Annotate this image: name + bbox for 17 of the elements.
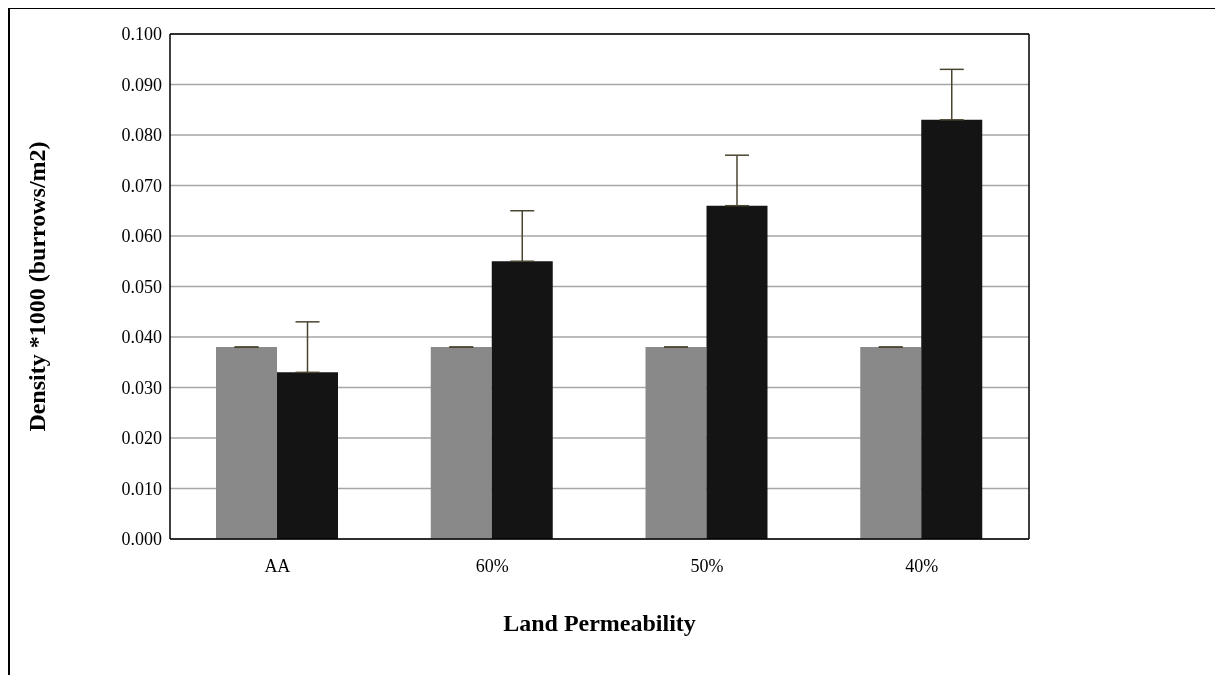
y-axis-title: Density *1000 (burrows/m2) bbox=[23, 141, 50, 432]
y-tick-label: 0.000 bbox=[121, 529, 162, 550]
y-tick-label: 0.060 bbox=[121, 226, 162, 247]
y-tick-label: 0.080 bbox=[121, 125, 162, 146]
y-tick-label: 0.010 bbox=[121, 478, 162, 499]
y-tick-label: 0.100 bbox=[121, 24, 162, 45]
x-tick-label: AA bbox=[264, 555, 291, 576]
y-tick-label: 0.040 bbox=[121, 327, 162, 348]
y-tick-label: 0.050 bbox=[121, 276, 162, 297]
x-tick-label: 40% bbox=[905, 555, 939, 576]
x-tick-label: 50% bbox=[690, 555, 724, 576]
x-axis-title: Land Permeability bbox=[503, 610, 696, 636]
y-tick-label: 0.020 bbox=[121, 428, 162, 449]
y-tick-label: 0.090 bbox=[121, 74, 162, 95]
y-tick-label: 0.070 bbox=[121, 175, 162, 196]
y-tick-label: 0.030 bbox=[121, 377, 162, 398]
x-tick-label: 60% bbox=[475, 555, 509, 576]
